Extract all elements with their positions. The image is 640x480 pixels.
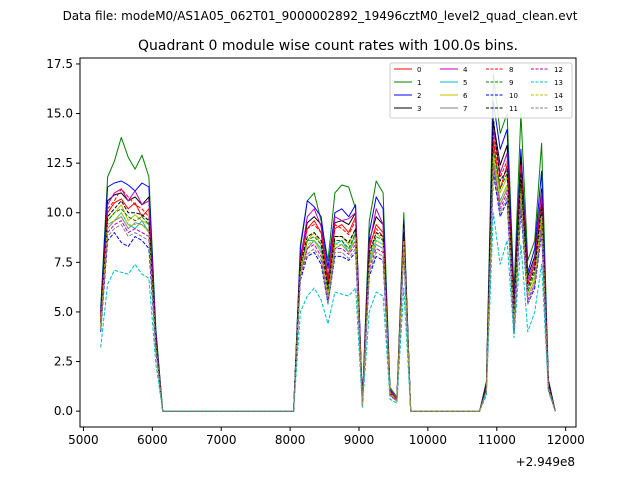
legend-label-0: 0 — [417, 66, 421, 74]
x-tick-label-10000: 10000 — [409, 433, 447, 447]
legend-label-5: 5 — [463, 79, 467, 87]
x-tick-label-11000: 11000 — [478, 433, 516, 447]
y-tick-label-17.5: 17.5 — [46, 57, 73, 71]
y-axis: 0.0 2.5 5.0 7.5 10.0 12.5 15.0 17.5 — [46, 57, 80, 418]
x-tick-label-8000: 8000 — [275, 433, 306, 447]
legend-label-12: 12 — [554, 66, 563, 74]
x-tick-label-9000: 9000 — [344, 433, 375, 447]
legend-label-9: 9 — [509, 79, 513, 87]
y-tick-label-12.5: 12.5 — [46, 156, 73, 170]
y-tick-label-15: 15.0 — [46, 107, 73, 121]
legend-label-2: 2 — [417, 92, 421, 100]
legend-label-1: 1 — [417, 79, 421, 87]
series-line-15 — [100, 168, 556, 412]
y-tick-label-10: 10.0 — [46, 206, 73, 220]
x-tick-label-5000: 5000 — [68, 433, 99, 447]
plot-area — [100, 73, 556, 412]
chart-suptitle: Data file: modeM0/AS1A05_062T01_90000028… — [63, 9, 578, 23]
legend-label-3: 3 — [417, 105, 421, 113]
x-tick-label-7000: 7000 — [206, 433, 237, 447]
legend-label-8: 8 — [509, 66, 513, 74]
legend-box — [389, 62, 573, 119]
legend-label-13: 13 — [554, 79, 563, 87]
legend-label-14: 14 — [554, 92, 563, 100]
y-tick-label-0: 0.0 — [54, 404, 73, 418]
axes-frame — [79, 57, 577, 428]
chart-title: Quadrant 0 module wise count rates with … — [138, 38, 518, 54]
x-tick-label-12000: 12000 — [547, 433, 585, 447]
legend-label-15: 15 — [554, 105, 563, 113]
x-tick-label-6000: 6000 — [137, 433, 168, 447]
legend-label-6: 6 — [463, 92, 468, 100]
legend-label-10: 10 — [509, 92, 518, 100]
y-tick-label-5: 5.0 — [54, 305, 73, 319]
y-tick-label-2.5: 2.5 — [54, 355, 73, 369]
legend-label-11: 11 — [509, 105, 518, 113]
x-axis: 5000 6000 7000 8000 9000 10000 11000 12000 — [68, 427, 585, 447]
y-tick-label-7.5: 7.5 — [54, 255, 73, 269]
legend-label-7: 7 — [463, 105, 467, 113]
x-offset-text: +2.949e8 — [516, 455, 575, 469]
legend-label-4: 4 — [463, 66, 468, 74]
